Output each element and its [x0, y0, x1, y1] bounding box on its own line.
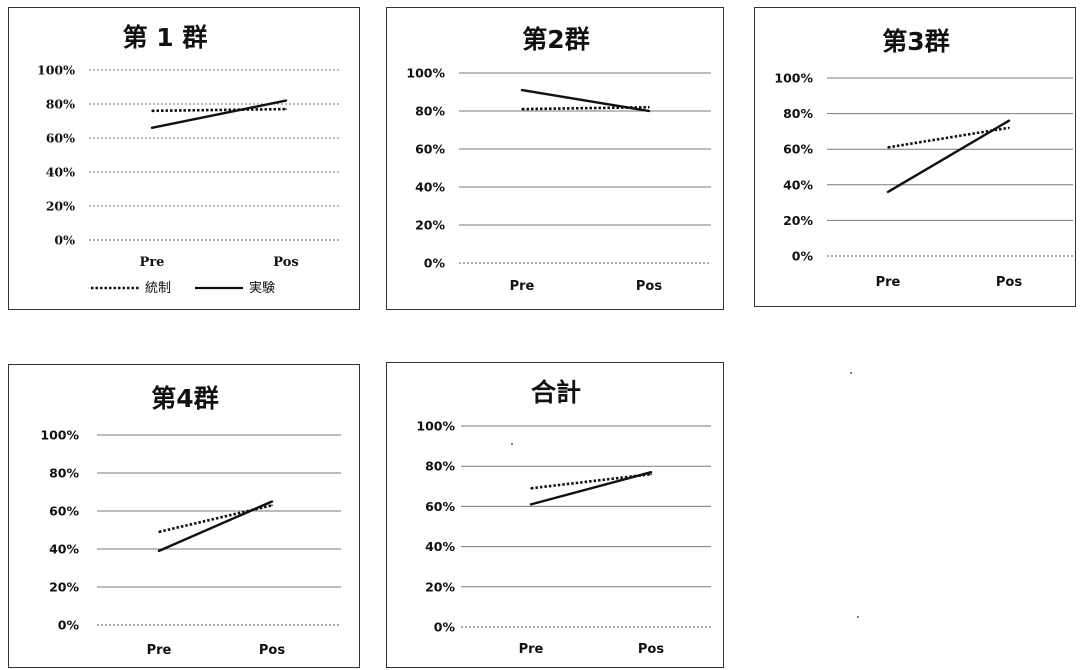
- scan-speck: [850, 372, 852, 374]
- data-point: [151, 110, 153, 112]
- data-point: [650, 473, 652, 475]
- y-tick-label: 80%: [46, 97, 75, 112]
- data-point: [887, 191, 889, 193]
- x-tick-label: Pre: [147, 643, 172, 658]
- data-point: [158, 550, 160, 552]
- x-tick-label: Pre: [876, 275, 901, 290]
- data-point: [158, 531, 160, 533]
- legend-label: 実験: [249, 280, 275, 296]
- series-line-solid: [886, 119, 1011, 194]
- data-point: [648, 106, 650, 108]
- y-tick-label: 60%: [783, 142, 813, 157]
- chart-panel-group-2: 第2群 0% 20% 40% 60% 80% 100% Pre Pos: [386, 7, 724, 310]
- data-point: [648, 110, 650, 112]
- y-tick-label: 0%: [434, 620, 456, 635]
- chart-panel-group-4: 第4群 0% 20% 40% 60% 80% 100% Pre Pos: [8, 364, 360, 668]
- x-tick-label: Pos: [638, 642, 664, 657]
- data-point: [650, 471, 652, 473]
- data-point: [1008, 127, 1010, 129]
- data-point: [285, 99, 287, 102]
- chart-panel-group-1: 第 1 群 0% 20% 40% 60% 80% 100% Pre Pos 統制 実験: [8, 7, 360, 310]
- scan-speck: [511, 443, 513, 445]
- data-point: [1008, 119, 1010, 122]
- legend-label: 統制: [145, 281, 171, 296]
- data-point: [271, 500, 273, 503]
- series-line-solid: [520, 88, 651, 113]
- y-tick-label: 40%: [49, 542, 79, 557]
- chart-svg: 合計 0% 20% 40% 60% 80% 100% Pre Pos: [416, 378, 711, 657]
- y-tick-label: 60%: [415, 142, 445, 157]
- series-line-solid: [157, 500, 274, 553]
- data-point: [521, 108, 523, 110]
- y-tick-label: 60%: [425, 499, 455, 514]
- y-tick-label: 0%: [54, 233, 75, 248]
- y-tick-label: 20%: [425, 579, 455, 594]
- y-tick-label: 40%: [46, 165, 75, 180]
- chart-panel-total: 合計 0% 20% 40% 60% 80% 100% Pre Pos: [386, 362, 724, 668]
- chart-title: 第4群: [151, 384, 218, 413]
- y-tick-label: 80%: [49, 466, 79, 481]
- data-point: [285, 108, 287, 110]
- x-tick-label: Pos: [273, 255, 298, 270]
- series-line-dotted: [887, 126, 1010, 149]
- x-tick-label: Pos: [259, 643, 285, 658]
- y-tick-label: 100%: [416, 419, 455, 434]
- y-tick-label: 0%: [58, 618, 80, 633]
- y-tick-label: 100%: [37, 63, 75, 78]
- chart-title: 第 1 群: [123, 23, 208, 52]
- y-tick-label: 80%: [783, 106, 813, 121]
- y-tick-label: 100%: [40, 428, 79, 443]
- y-tick-label: 40%: [415, 180, 445, 195]
- chart-panel-group-3: 第3群 0% 20% 40% 60% 80% 100% Pre Pos: [754, 7, 1076, 307]
- chart-svg: 第4群 0% 20% 40% 60% 80% 100% Pre Pos: [40, 384, 341, 658]
- y-tick-label: 60%: [46, 131, 75, 146]
- scan-speck: [857, 616, 859, 618]
- x-tick-label: Pre: [510, 279, 535, 294]
- y-tick-label: 0%: [424, 256, 446, 271]
- data-point: [887, 146, 889, 149]
- chart-svg: 第 1 群 0% 20% 40% 60% 80% 100% Pre Pos 統制 実験: [37, 23, 339, 296]
- series-line-solid: [529, 470, 653, 506]
- chart-title: 合計: [531, 378, 581, 407]
- series-line-solid: [150, 99, 288, 130]
- chart-title: 第2群: [522, 25, 589, 54]
- chart-svg: 第3群 0% 20% 40% 60% 80% 100% Pre Pos: [774, 27, 1073, 290]
- y-tick-label: 0%: [792, 249, 814, 264]
- chart-svg: 第2群 0% 20% 40% 60% 80% 100% Pre Pos: [406, 25, 711, 294]
- data-point: [521, 89, 523, 91]
- y-tick-label: 20%: [415, 218, 445, 233]
- x-tick-label: Pre: [519, 642, 544, 657]
- chart-title: 第3群: [882, 27, 949, 56]
- y-tick-label: 20%: [49, 580, 79, 595]
- y-tick-label: 100%: [406, 66, 445, 81]
- x-tick-label: Pre: [140, 255, 165, 270]
- y-tick-label: 80%: [415, 104, 445, 119]
- x-tick-label: Pos: [636, 279, 662, 294]
- series-line-dotted: [151, 107, 287, 113]
- y-tick-label: 20%: [46, 199, 75, 214]
- y-tick-label: 80%: [425, 459, 455, 474]
- x-tick-label: Pos: [996, 275, 1022, 290]
- y-tick-label: 60%: [49, 504, 79, 519]
- y-tick-label: 40%: [783, 177, 813, 192]
- data-point: [271, 504, 273, 507]
- y-tick-label: 20%: [783, 213, 813, 228]
- data-point: [530, 503, 532, 506]
- data-point: [530, 487, 532, 490]
- data-point: [151, 127, 153, 129]
- y-tick-label: 100%: [774, 71, 813, 86]
- y-tick-label: 40%: [425, 539, 455, 554]
